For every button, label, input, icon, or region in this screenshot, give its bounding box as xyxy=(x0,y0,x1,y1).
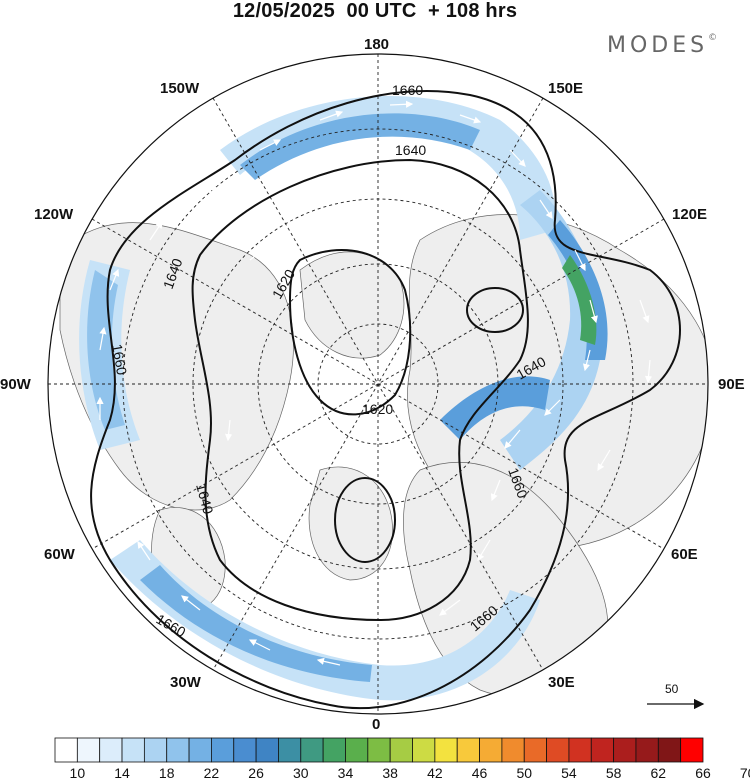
colorbar-tick-label: 26 xyxy=(248,765,264,781)
contour-1640-low-south xyxy=(334,477,396,563)
colorbar-swatch xyxy=(389,737,413,763)
colorbar-swatch xyxy=(54,737,78,763)
colorbar-tick-label: 10 xyxy=(69,765,86,781)
longitude-label-120w: 120W xyxy=(34,206,74,223)
contour-label: 1640 xyxy=(193,482,217,516)
colorbar-swatch xyxy=(680,737,704,763)
colorbar-swatch xyxy=(635,737,659,763)
longitude-label-120e: 120E xyxy=(672,206,708,223)
colorbar-swatch xyxy=(278,737,302,763)
colorbar-swatch xyxy=(367,737,391,763)
colorbar-swatch xyxy=(523,737,547,763)
colorbar-swatch xyxy=(322,737,346,763)
contour-1660-outer xyxy=(90,90,681,710)
colorbar-tick-label: 22 xyxy=(203,765,220,781)
contour-label: 1620 xyxy=(362,401,393,417)
colorbar-swatch xyxy=(166,737,190,763)
colorbar-swatch xyxy=(590,737,615,763)
colorbar-swatch xyxy=(99,737,123,763)
colorbar-swatch xyxy=(546,737,570,763)
contour-label: 1660 xyxy=(392,82,423,98)
colorbar-swatch xyxy=(345,737,369,763)
longitude-label-0: 0 xyxy=(372,716,381,733)
colorbar-swatch xyxy=(121,737,145,763)
colorbar-swatch xyxy=(300,737,324,763)
contour-1620-core xyxy=(288,249,412,416)
colorbar-swatch xyxy=(657,737,682,763)
colorbar-tick-label: 66 xyxy=(695,765,711,781)
brand-logo: MODES© xyxy=(607,33,717,58)
colorbar-tick-label: 70 xyxy=(739,765,750,781)
brand-name: MODES xyxy=(607,33,709,58)
map-title: 12/05/2025 00 UTC + 108 hrs xyxy=(232,0,518,22)
longitude-label-90e: 90E xyxy=(718,376,745,393)
colorbar-swatch xyxy=(479,737,503,763)
globe-disk xyxy=(48,54,708,714)
contour-label: 1660 xyxy=(109,343,130,377)
brand-mark: © xyxy=(708,33,718,43)
colorbar-swatch xyxy=(456,737,480,763)
longitude-label-60w: 60W xyxy=(44,546,75,563)
longitude-label-180: 180 xyxy=(364,36,390,53)
globe-border xyxy=(47,53,709,715)
contour-1640-outer xyxy=(191,158,529,622)
colorbar-tick-label: 14 xyxy=(114,765,130,781)
colorbar-tick-label: 42 xyxy=(427,765,443,781)
colorbar-tick-label: 46 xyxy=(471,765,488,781)
colorbar-swatch xyxy=(143,737,168,763)
wind-vectors xyxy=(96,100,653,666)
longitude-label-150e: 150E xyxy=(548,80,584,97)
colorbar-swatch xyxy=(568,737,592,763)
reference-vector-value: 50 xyxy=(665,682,679,696)
colorbar-tick-label: 58 xyxy=(605,765,622,781)
colorbar-tick-label: 62 xyxy=(650,765,667,781)
colorbar-tick-label: 30 xyxy=(292,765,309,781)
colorbar-swatch xyxy=(255,737,279,763)
colorbar-tick-label: 34 xyxy=(337,765,354,781)
colorbar-tick-label: 54 xyxy=(561,765,577,781)
colorbar-swatch xyxy=(233,737,257,763)
colorbar-swatch xyxy=(188,737,212,763)
longitude-label-150w: 150W xyxy=(160,80,200,97)
colorbar-swatch xyxy=(211,737,235,763)
colorbar-tick-label: 18 xyxy=(158,765,175,781)
height-contours xyxy=(90,90,681,710)
longitude-label-30w: 30W xyxy=(170,674,201,691)
contour-label: 1640 xyxy=(395,142,426,158)
graticule xyxy=(48,54,708,714)
longitude-label-90w: 90W xyxy=(0,376,31,393)
longitude-label-60e: 60E xyxy=(671,546,698,563)
colorbar xyxy=(54,737,704,763)
contour-1640-low-east xyxy=(466,287,524,333)
colorbar-tick-label: 38 xyxy=(382,765,398,781)
colorbar-swatch xyxy=(434,737,458,763)
longitude-label-30e: 30E xyxy=(548,674,575,691)
colorbar-swatch xyxy=(501,737,525,763)
colorbar-tick-label: 50 xyxy=(516,765,533,781)
colorbar-swatch xyxy=(613,737,637,763)
colorbar-swatch xyxy=(76,737,101,763)
colorbar-swatch xyxy=(412,737,436,763)
